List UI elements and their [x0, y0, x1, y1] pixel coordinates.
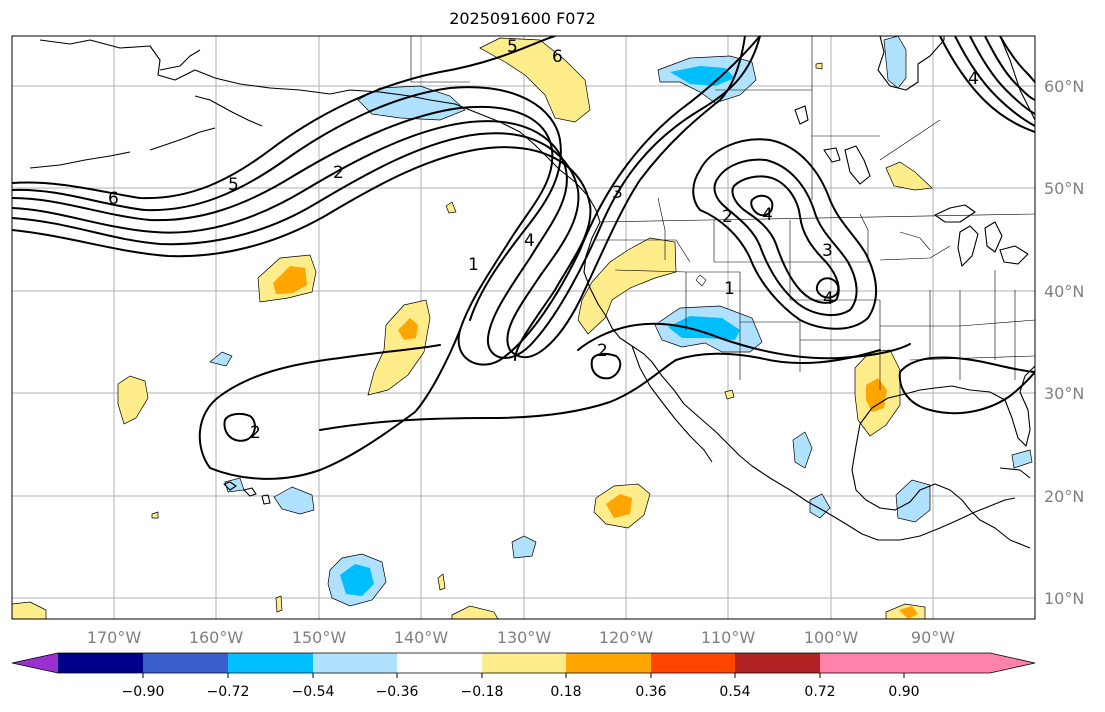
colorbar-ticks [142, 673, 905, 678]
colorbar-tick-label: −0.36 [376, 684, 419, 700]
contour-label: 2 [722, 207, 733, 227]
longitude-labels: 170°W 160°W 150°W 140°W 130°W 120°W 110°… [87, 628, 955, 647]
colorbar-extend-right [904, 653, 1035, 673]
colorbar-tick-label: −0.54 [292, 684, 335, 700]
contour-label: 1 [468, 255, 479, 275]
lon-label: 110°W [701, 628, 756, 647]
lat-label: 20°N [1044, 487, 1084, 506]
colorbar-segment [313, 653, 397, 673]
contour-label: 3 [612, 183, 623, 203]
contour-label: 2 [250, 423, 261, 443]
colorbar-segment [651, 653, 735, 673]
colorbar-tick-label: 0.90 [888, 684, 919, 700]
colorbar-tick-label: −0.18 [461, 684, 504, 700]
lon-label: 150°W [292, 628, 347, 647]
lat-label: 50°N [1044, 179, 1084, 198]
lon-label: 140°W [394, 628, 449, 647]
lon-label: 90°W [911, 628, 955, 647]
contour-labels: 6 5 2 6 5 1 4 3 2 4 3 4 1 2 2 4 [108, 37, 979, 443]
height-contours [12, 36, 1035, 480]
contour-label: 1 [724, 279, 735, 299]
colorbar-segment [143, 653, 228, 673]
colorbar-segment [397, 653, 482, 673]
lon-label: 100°W [804, 628, 859, 647]
colorbar-segment [820, 653, 904, 673]
colorbar-tick-label: 0.18 [550, 684, 581, 700]
contour-label: 3 [822, 241, 833, 261]
colorbar-segment [566, 653, 651, 673]
colorbar-tick-label: 0.54 [719, 684, 750, 700]
latitude-labels: 60°N 50°N 40°N 30°N 20°N 10°N [1044, 77, 1084, 608]
lat-label: 40°N [1044, 282, 1084, 301]
map-frame [11, 35, 1036, 620]
contour-label: 6 [108, 189, 119, 209]
lon-label: 130°W [497, 628, 552, 647]
colorbar-segment [735, 653, 820, 673]
contour-label: 2 [597, 341, 608, 361]
contour-label: 4 [762, 205, 773, 225]
contour-label: 4 [968, 69, 979, 89]
colorbar-tick-label: −0.72 [207, 684, 250, 700]
colorbar-tick-label: −0.90 [122, 684, 165, 700]
lat-label: 30°N [1044, 384, 1084, 403]
colorbar-segment [228, 653, 313, 673]
lon-label: 120°W [599, 628, 654, 647]
lat-label: 10°N [1044, 589, 1084, 608]
contour-label: 5 [507, 37, 518, 57]
contour-label: 5 [228, 175, 239, 195]
contour-label: 4 [524, 231, 535, 251]
colorbar-extend-left [12, 653, 58, 673]
colorbar-segment [482, 653, 566, 673]
map-title: 2025091600 F072 [449, 9, 596, 28]
colorbar: −0.90 −0.72 −0.54 −0.36 −0.18 0.18 0.36 … [11, 652, 1036, 700]
contour-label: 4 [823, 289, 834, 309]
coastlines [29, 36, 1035, 549]
lon-label: 170°W [87, 628, 142, 647]
colorbar-outline [11, 652, 1036, 674]
lon-label: 160°W [189, 628, 244, 647]
contour-label: 6 [552, 47, 563, 67]
contour-label: 2 [333, 163, 344, 183]
colorbar-tick-label: 0.36 [635, 684, 666, 700]
colorbar-segment [58, 653, 143, 673]
colorbar-tick-label: 0.72 [804, 684, 835, 700]
lat-label: 60°N [1044, 77, 1084, 96]
